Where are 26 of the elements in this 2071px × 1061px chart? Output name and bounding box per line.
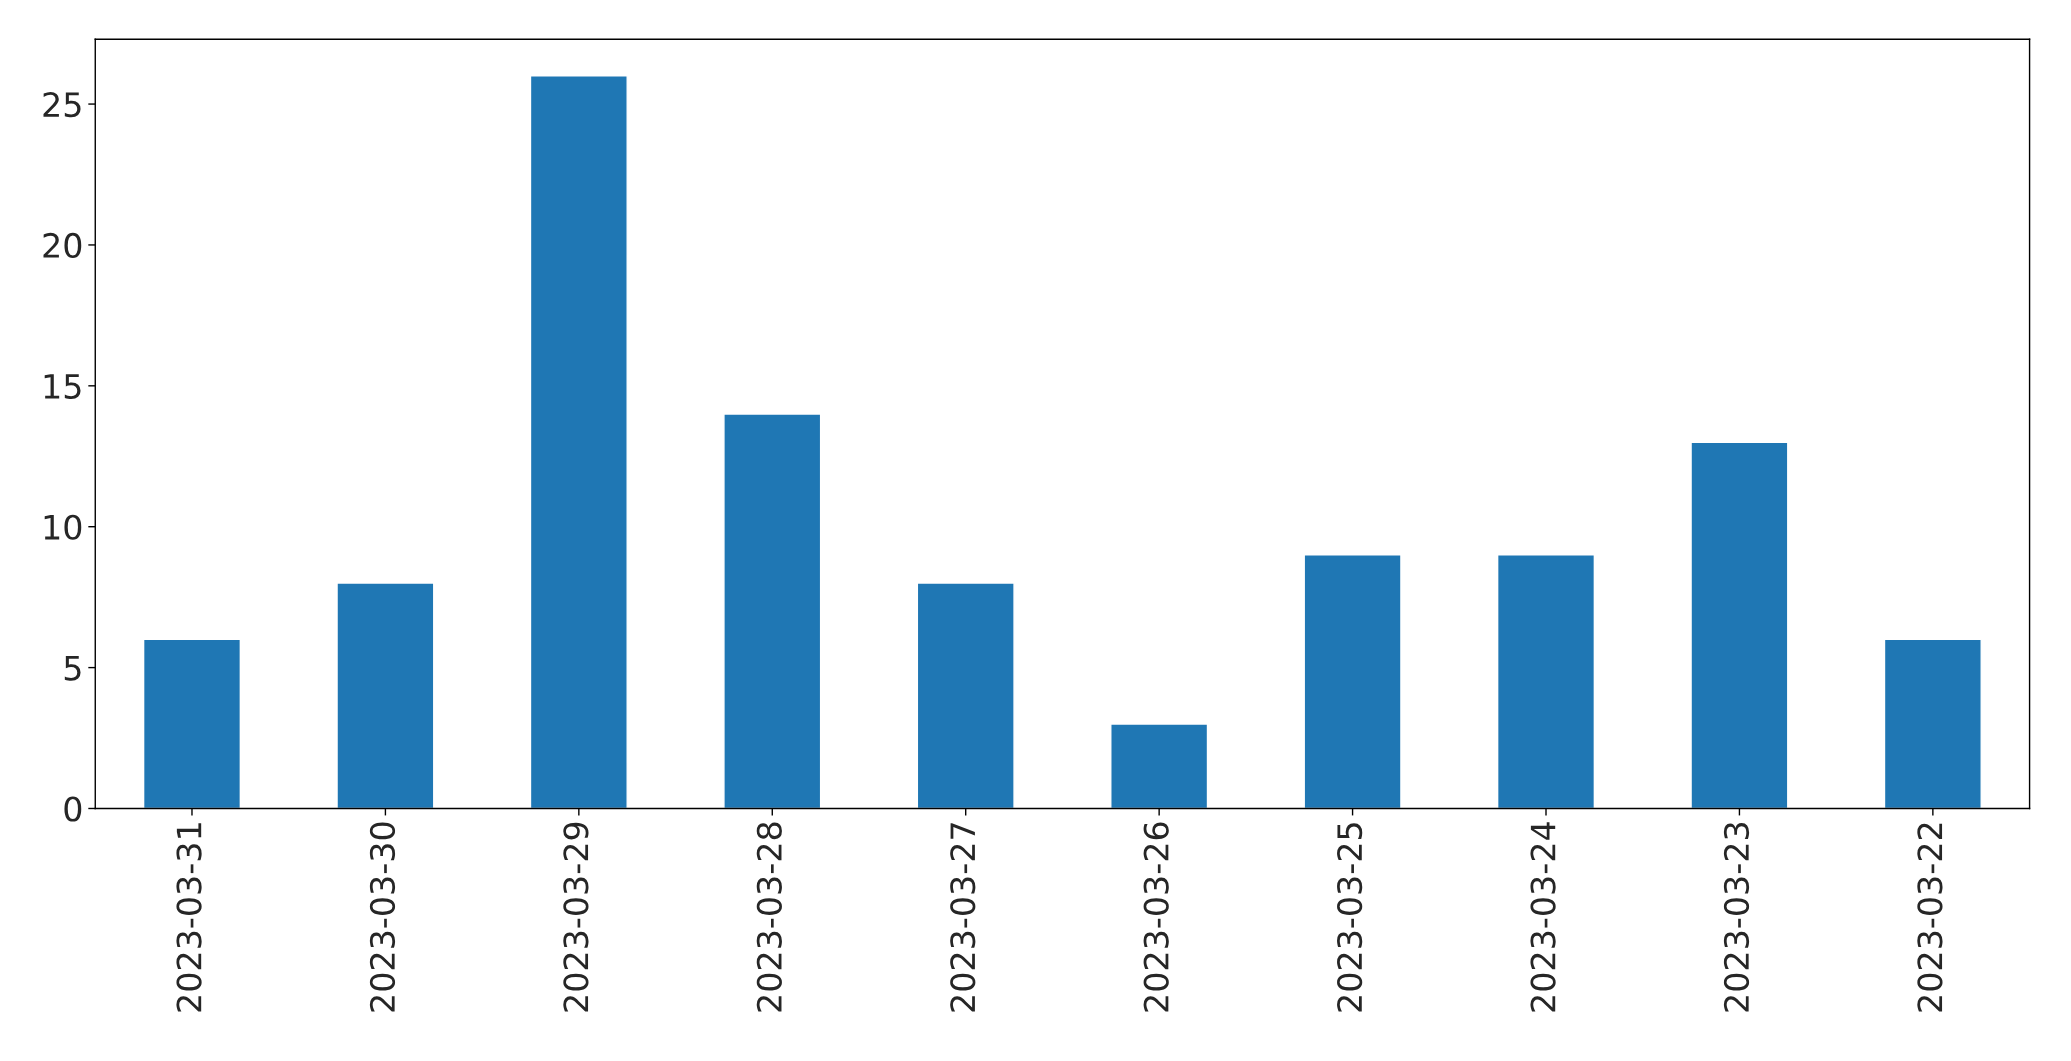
x-tick-label: 2023-03-31 xyxy=(176,823,202,1012)
x-tick-label: 2023-03-26 xyxy=(1143,822,1169,1012)
x-tick-label: 2023-03-27 xyxy=(950,823,976,1012)
bar xyxy=(723,413,822,809)
bar xyxy=(1690,441,1789,809)
bar xyxy=(1110,723,1209,809)
bar xyxy=(1303,554,1402,809)
bar xyxy=(336,582,435,809)
bar xyxy=(1883,638,1982,809)
x-tick-label: 2023-03-23 xyxy=(1723,822,1750,1012)
bar xyxy=(529,75,628,809)
x-tick-label: 2023-03-28 xyxy=(756,822,782,1012)
y-tick-label: 20 xyxy=(43,232,82,259)
x-tick-label: 2023-03-30 xyxy=(369,822,396,1012)
y-tick-label: 10 xyxy=(44,514,82,540)
y-tick-label: 5 xyxy=(64,655,81,681)
x-tick-label: 2023-03-25 xyxy=(1337,823,1363,1012)
y-tick-label: 15 xyxy=(44,374,81,399)
bar xyxy=(142,638,242,809)
y-tick-label: 0 xyxy=(64,796,82,822)
x-tick-label: 2023-03-29 xyxy=(563,822,589,1012)
bar xyxy=(916,582,1015,809)
y-tick-label: 25 xyxy=(43,91,81,118)
x-tick-label: 2023-03-22 xyxy=(1917,823,1943,1012)
x-tick-label: 2023-03-24 xyxy=(1530,822,1556,1012)
bar xyxy=(1496,554,1596,809)
